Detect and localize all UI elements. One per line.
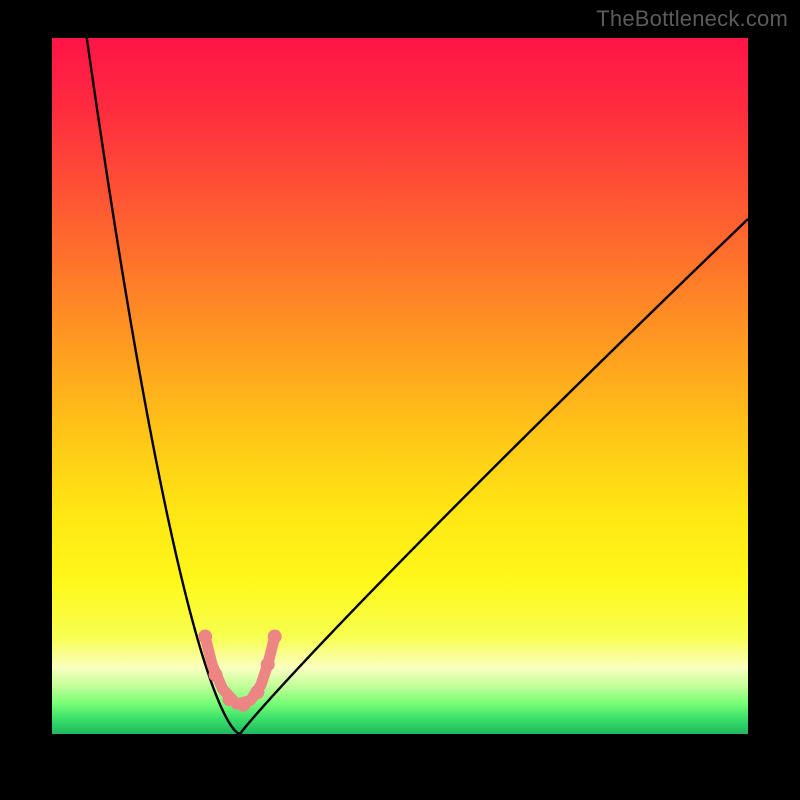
chart-svg [0,0,800,800]
valley-marker [236,698,250,712]
valley-marker [250,685,264,699]
valley-marker [222,692,236,706]
valley-marker [198,630,212,644]
plot-area [52,38,748,734]
watermark-text: TheBottleneck.com [596,6,788,32]
valley-marker [268,630,282,644]
chart-container: TheBottleneck.com [0,0,800,800]
valley-marker [261,657,275,671]
valley-marker [209,668,223,682]
